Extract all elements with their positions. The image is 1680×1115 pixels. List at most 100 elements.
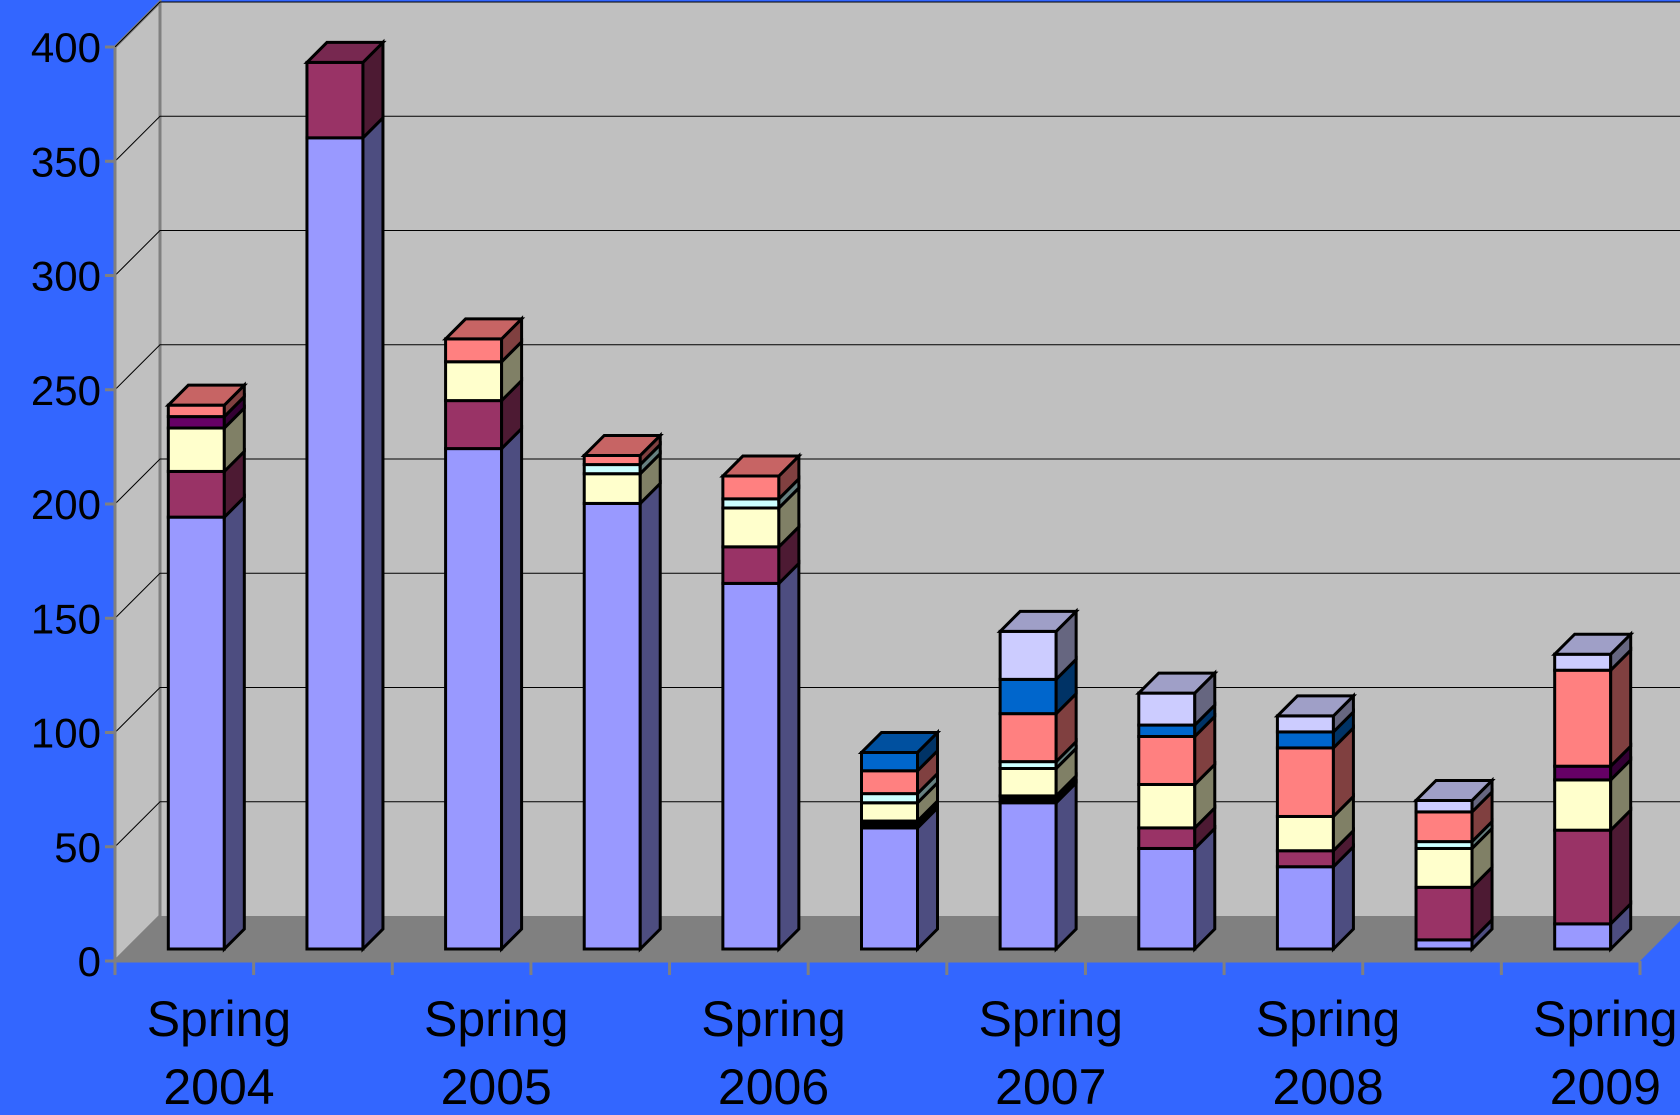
bar-segment-front	[1137, 723, 1197, 738]
x-tick-label: 2004	[163, 1059, 274, 1110]
bar-segment	[1553, 756, 1633, 834]
bar-segment-front	[860, 750, 919, 773]
bar-segment	[1414, 824, 1494, 891]
bar-stack	[1412, 776, 1496, 953]
x-tick-label: 2006	[718, 1059, 829, 1110]
bar-segment-front	[1414, 885, 1474, 942]
bar-segment-front	[1275, 746, 1335, 818]
bar-segment	[1414, 863, 1494, 944]
bar-segment-front	[1275, 814, 1335, 853]
bar-stack	[1273, 692, 1358, 953]
bar-segment-front	[1137, 782, 1197, 830]
bar-top	[441, 317, 526, 341]
bar-segment-front	[444, 399, 504, 451]
bar-segment-front	[998, 629, 1058, 681]
bar-top	[857, 730, 942, 754]
bar-segment-front	[998, 766, 1058, 798]
bar-stack	[1135, 669, 1219, 953]
y-tick-label: 350	[31, 138, 101, 185]
bar-segment-front	[166, 415, 226, 430]
bar-top	[303, 40, 387, 64]
bar-segment-front	[998, 801, 1058, 951]
x-tick-label: Spring	[1256, 991, 1401, 1047]
bar-top	[1135, 671, 1219, 695]
bar-stack	[1551, 630, 1635, 953]
bar-stack	[441, 315, 526, 953]
bar-segment-side	[1054, 779, 1078, 953]
bar-segment-front	[1275, 865, 1335, 951]
bar-segment	[998, 779, 1078, 953]
bar-segment	[721, 452, 801, 503]
bar-segment	[444, 376, 524, 453]
bar-segment	[582, 479, 662, 953]
bar-stack	[164, 381, 248, 953]
y-tick-labels: 0 50 100 150 200 250 300 350 400	[31, 24, 101, 985]
x-tick-label: 2008	[1272, 1059, 1383, 1110]
bar-segment-front	[721, 506, 781, 549]
bar-segment	[721, 484, 801, 551]
bar-segment-front	[1553, 668, 1613, 768]
x-tick-label: 2005	[441, 1059, 552, 1110]
bar-segment-front	[444, 447, 504, 951]
bar-segment-front	[1137, 691, 1197, 727]
bar-segment	[860, 747, 939, 798]
bar-segment	[305, 114, 385, 953]
x-tick-label: Spring	[147, 991, 292, 1047]
bar-segment-front	[860, 826, 919, 951]
bar-segment	[1553, 646, 1633, 770]
bar-segment-front	[998, 677, 1058, 716]
bar-segment	[166, 381, 246, 421]
x-tick-label: 2007	[995, 1059, 1106, 1110]
bar-segment-front	[444, 337, 504, 364]
bar-segment-front	[721, 545, 781, 585]
bar-segment-front	[1275, 714, 1335, 734]
y-tick-label: 150	[31, 595, 101, 642]
bar-segment-front	[1553, 828, 1613, 926]
bar-segment-side	[916, 804, 939, 953]
bars	[164, 38, 1635, 953]
bar-segment-front	[166, 426, 226, 473]
bar-segment-front	[860, 801, 919, 823]
bar-segment-front	[1137, 734, 1197, 786]
x-tick-label: 2009	[1550, 1059, 1661, 1110]
gridline	[114, 1, 1680, 48]
x-tick-label: Spring	[424, 991, 569, 1047]
bar-segment	[1553, 630, 1633, 674]
bar-segment-front	[1275, 730, 1335, 750]
bar-segment-front	[1553, 764, 1613, 782]
y-tick-label: 250	[31, 367, 101, 414]
bar-segment-front	[1137, 846, 1197, 951]
bar-segment	[860, 804, 939, 953]
gridline	[114, 572, 1680, 619]
bar-segment-front	[166, 403, 226, 419]
bar-segment	[1275, 724, 1355, 821]
x-tick-label: Spring	[1533, 991, 1678, 1047]
bar-segment-side	[361, 114, 385, 953]
bar-segment	[998, 690, 1078, 766]
bar-segment-front	[582, 501, 642, 951]
bar-segment-front	[1553, 652, 1613, 672]
bar-top	[996, 609, 1080, 633]
bar-segment-front	[1553, 778, 1613, 832]
x-tick-label: Spring	[979, 991, 1124, 1047]
y-tick-label: 400	[31, 24, 101, 71]
bar-top	[1551, 632, 1635, 656]
bar-segment-front	[1137, 826, 1197, 850]
bar-segment-front	[444, 360, 504, 403]
bar-stack	[303, 38, 387, 953]
y-tick-label: 100	[31, 710, 101, 757]
bar-segment-front	[721, 474, 781, 501]
bar-segment	[1414, 788, 1494, 846]
y-tick-label: 0	[78, 938, 101, 985]
bar-segment	[998, 744, 1078, 800]
bar-stack	[996, 607, 1080, 953]
bar-stack	[857, 728, 942, 953]
bar-segment-side	[777, 559, 801, 953]
gridline	[114, 115, 1680, 162]
y-tick-label: 300	[31, 253, 101, 300]
bar-segment-side	[638, 479, 662, 953]
bar-segment-front	[1553, 922, 1613, 951]
gridline	[114, 458, 1680, 505]
bar-segment	[1553, 806, 1633, 928]
